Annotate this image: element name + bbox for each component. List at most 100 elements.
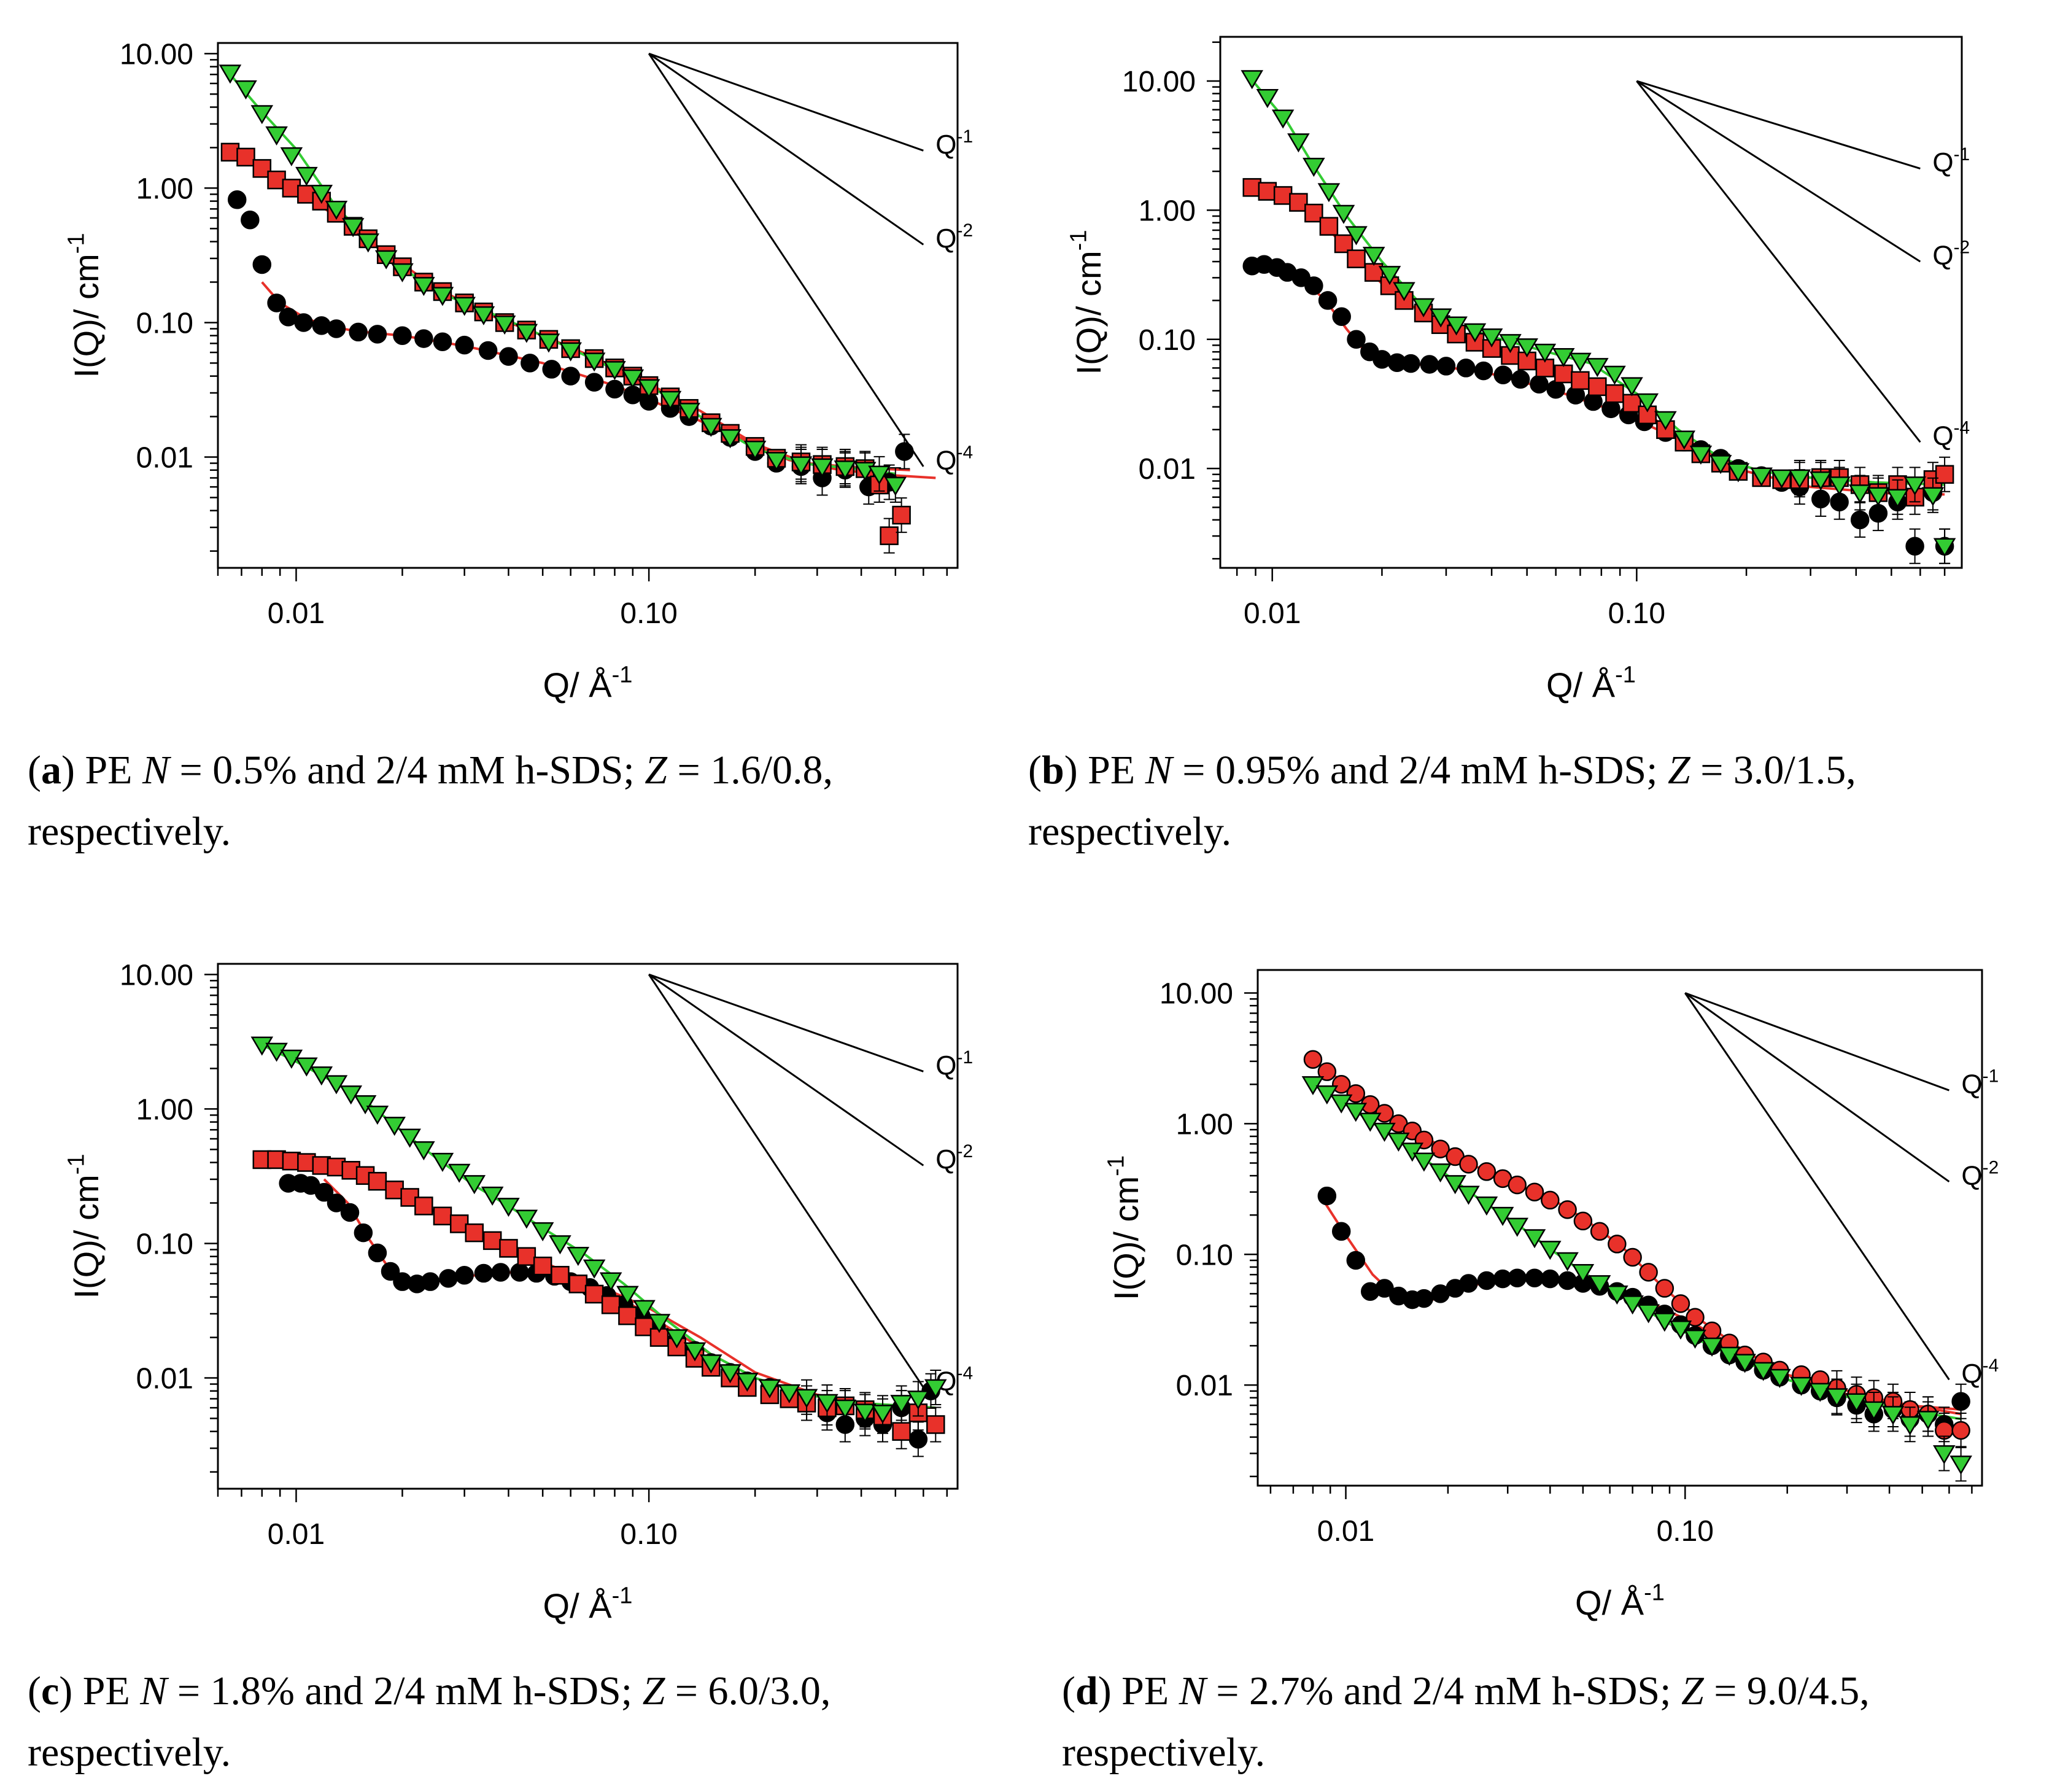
- data-point-d-1: [1702, 1321, 1722, 1341]
- data-point-b-2: [1378, 266, 1401, 285]
- data-point-a-0: [478, 341, 498, 360]
- data-point-c-2: [583, 1259, 606, 1279]
- data-point-d-0: [1525, 1268, 1544, 1287]
- caption-d-var2: Z: [1681, 1669, 1704, 1713]
- data-point-d-2: [1506, 1217, 1529, 1237]
- data-point-b-1: [1319, 217, 1339, 236]
- data-point-c-0: [439, 1269, 458, 1288]
- slope-line-c-2: [648, 974, 924, 1388]
- data-point-d-0: [1414, 1289, 1434, 1308]
- data-point-a-0: [267, 293, 286, 312]
- data-point-b-1: [1242, 178, 1261, 197]
- caption-a-var2: Z: [645, 748, 667, 793]
- data-point-d-2: [1387, 1132, 1410, 1152]
- data-point-d-2: [1457, 1185, 1480, 1205]
- data-point-d-2: [1916, 1411, 1940, 1430]
- data-point-b-0: [1420, 355, 1439, 374]
- caption-b-var1: N: [1145, 748, 1172, 793]
- data-point-a-0: [895, 442, 914, 461]
- data-point-a-2: [341, 218, 365, 238]
- data-point-c-0: [381, 1262, 400, 1281]
- caption-a-mid: = 0.5% and 2/4 mM h-SDS;: [169, 748, 645, 793]
- data-point-b-0: [1905, 537, 1924, 556]
- data-point-a-2: [453, 297, 476, 316]
- series-d-2: [1301, 1076, 1972, 1482]
- y-tick-label-c: 1.00: [136, 1093, 193, 1126]
- tick-group-d: [1244, 992, 1973, 1499]
- data-point-a-2: [659, 390, 682, 410]
- data-point-c-2: [871, 1405, 894, 1424]
- y-axis-label-d: I(Q)/ cm-1: [1103, 1155, 1145, 1300]
- slope-label-c-1: Q-2: [935, 1141, 973, 1174]
- data-point-d-2: [1752, 1362, 1775, 1381]
- data-point-a-0: [499, 347, 518, 366]
- data-point-d-2: [1881, 1406, 1905, 1425]
- data-point-b-1: [1935, 465, 1954, 484]
- data-point-c-2: [633, 1300, 656, 1319]
- data-point-c-0: [510, 1263, 529, 1282]
- data-point-d-1: [1431, 1139, 1450, 1158]
- data-point-c-2: [736, 1373, 759, 1392]
- caption-b-letter: b: [1041, 748, 1064, 793]
- data-point-c-2: [683, 1342, 707, 1362]
- data-point-b-2: [1317, 183, 1341, 203]
- caption-c-var1: N: [140, 1669, 168, 1713]
- slope-line-a-2: [648, 53, 924, 467]
- fit-line-c-1: [261, 1158, 936, 1410]
- data-point-d-2: [1571, 1264, 1595, 1284]
- data-point-b-0: [1511, 370, 1530, 389]
- data-point-d-2: [1768, 1368, 1791, 1389]
- slope-label-a-0: Q-1: [935, 126, 973, 160]
- x-tick-label-a: 0.01: [268, 597, 325, 630]
- series-b-1: [1242, 178, 1954, 515]
- data-point-d-2: [1684, 1329, 1706, 1349]
- caption-d-var1: N: [1179, 1669, 1206, 1713]
- caption-a-var1: N: [142, 748, 170, 793]
- data-point-c-0: [420, 1272, 440, 1291]
- caption-c-mid: = 1.8% and 2/4 mM h-SDS;: [167, 1669, 643, 1713]
- data-point-c-1: [499, 1239, 518, 1258]
- data-point-a-2: [515, 324, 538, 343]
- data-point-c-2: [339, 1085, 363, 1105]
- caption-b-mid: = 0.95% and 2/4 mM h-SDS;: [1172, 748, 1668, 793]
- y-axis-label-a: I(Q)/ cm-1: [63, 233, 106, 378]
- data-point-b-2: [1586, 358, 1609, 378]
- data-point-a-2: [472, 306, 495, 325]
- data-point-c-2: [481, 1186, 504, 1206]
- data-point-a-2: [295, 166, 318, 186]
- data-point-b-2: [1362, 247, 1385, 266]
- data-point-c-2: [366, 1106, 389, 1125]
- data-point-c-1: [368, 1171, 387, 1191]
- data-point-a-2: [700, 417, 722, 437]
- data-point-b-2: [1241, 70, 1264, 90]
- data-point-c-0: [368, 1243, 387, 1263]
- data-point-b-2: [1412, 298, 1435, 317]
- data-point-d-2: [1733, 1354, 1756, 1373]
- slope-line-c-1: [648, 974, 924, 1166]
- data-point-b-0: [1318, 291, 1338, 310]
- data-point-a-0: [455, 335, 474, 355]
- data-point-d-1: [1590, 1222, 1609, 1241]
- chart-panel-a: 0.01 0.10 0.01 0.10 1.00 10.00 Q/ Å-1 I(Q)/ cm-…: [0, 0, 1026, 737]
- slope-line-a-1: [648, 53, 924, 246]
- data-point-b-2: [1654, 411, 1677, 430]
- chart-panel-c: 0.01 0.10 0.01 0.10 1.00 10.00 Q/ Å-1 I(Q)/ cm-…: [0, 921, 1026, 1658]
- data-point-d-0: [1375, 1279, 1394, 1298]
- y-tick-label-b: 0.01: [1139, 453, 1196, 486]
- slope-guides-d: Q-1 Q-2 Q-4: [1684, 992, 1999, 1389]
- x-tick-label-c: 0.01: [268, 1518, 325, 1551]
- data-point-a-2: [431, 287, 454, 306]
- data-point-b-2: [1303, 158, 1325, 177]
- caption-d-line2: respectively.: [1062, 1730, 1266, 1775]
- data-point-b-2: [1332, 204, 1355, 224]
- data-point-d-2: [1475, 1197, 1498, 1216]
- slope-label-d-2: Q-4: [1961, 1356, 1999, 1389]
- data-point-a-1: [236, 147, 255, 167]
- slope-label-d-1: Q-2: [1961, 1157, 1999, 1190]
- slope-label-c-0: Q-1: [935, 1047, 973, 1080]
- data-point-c-1: [551, 1266, 570, 1285]
- data-point-d-1: [1331, 1075, 1351, 1094]
- data-point-c-2: [816, 1394, 838, 1413]
- data-point-d-2: [1588, 1275, 1611, 1295]
- caption-c-var2: Z: [642, 1669, 665, 1713]
